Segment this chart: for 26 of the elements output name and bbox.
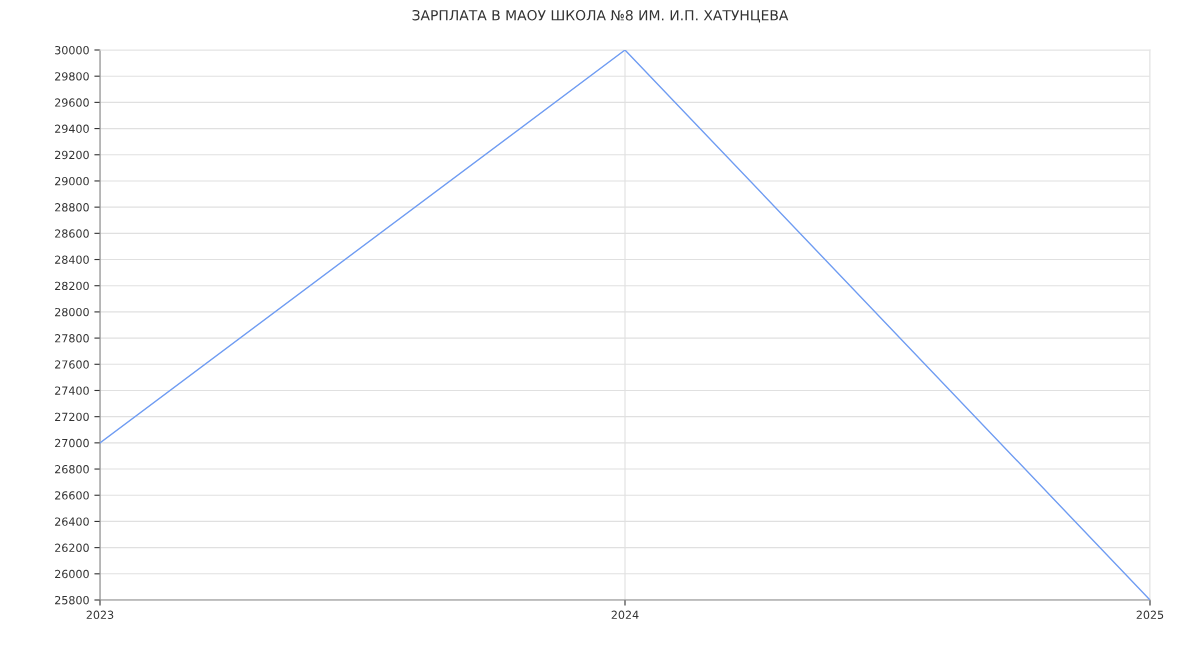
y-tick-label: 30000	[55, 45, 89, 55]
y-tick-label: 29400	[55, 124, 89, 133]
y-tick-label: 29000	[55, 176, 89, 186]
x-tick-label: 2023	[86, 610, 114, 620]
y-tick-label: 27000	[55, 438, 89, 448]
y-tick-label: 27400	[55, 386, 89, 395]
y-tick-label: 26000	[55, 569, 89, 579]
y-tick-label: 29200	[55, 150, 89, 160]
y-tick-label: 26400	[55, 517, 89, 526]
y-tick-label: 28800	[55, 203, 89, 212]
y-tick-label: 26600	[55, 491, 89, 500]
y-tick-label: 29600	[55, 98, 89, 107]
y-tick-label: 27600	[55, 360, 89, 369]
y-tick-label: 26200	[55, 543, 89, 552]
y-tick-label: 28200	[55, 281, 89, 291]
y-tick-label: 28400	[55, 255, 89, 264]
chart-title: ЗАРПЛАТА В МАОУ ШКОЛА №8 ИМ. И.П. ХАТУНЦЕВА	[412, 10, 789, 23]
y-tick-label: 26800	[55, 465, 89, 474]
y-tick-label: 28600	[55, 229, 89, 238]
x-tick-label: 2025	[1136, 610, 1164, 620]
x-tick-label: 2024	[611, 610, 639, 620]
y-tick-label: 25800	[55, 595, 89, 605]
y-tick-label: 29800	[55, 72, 89, 81]
y-tick-label: 27800	[55, 334, 89, 343]
y-tick-label: 28000	[55, 307, 89, 317]
y-tick-label: 27200	[55, 412, 89, 422]
